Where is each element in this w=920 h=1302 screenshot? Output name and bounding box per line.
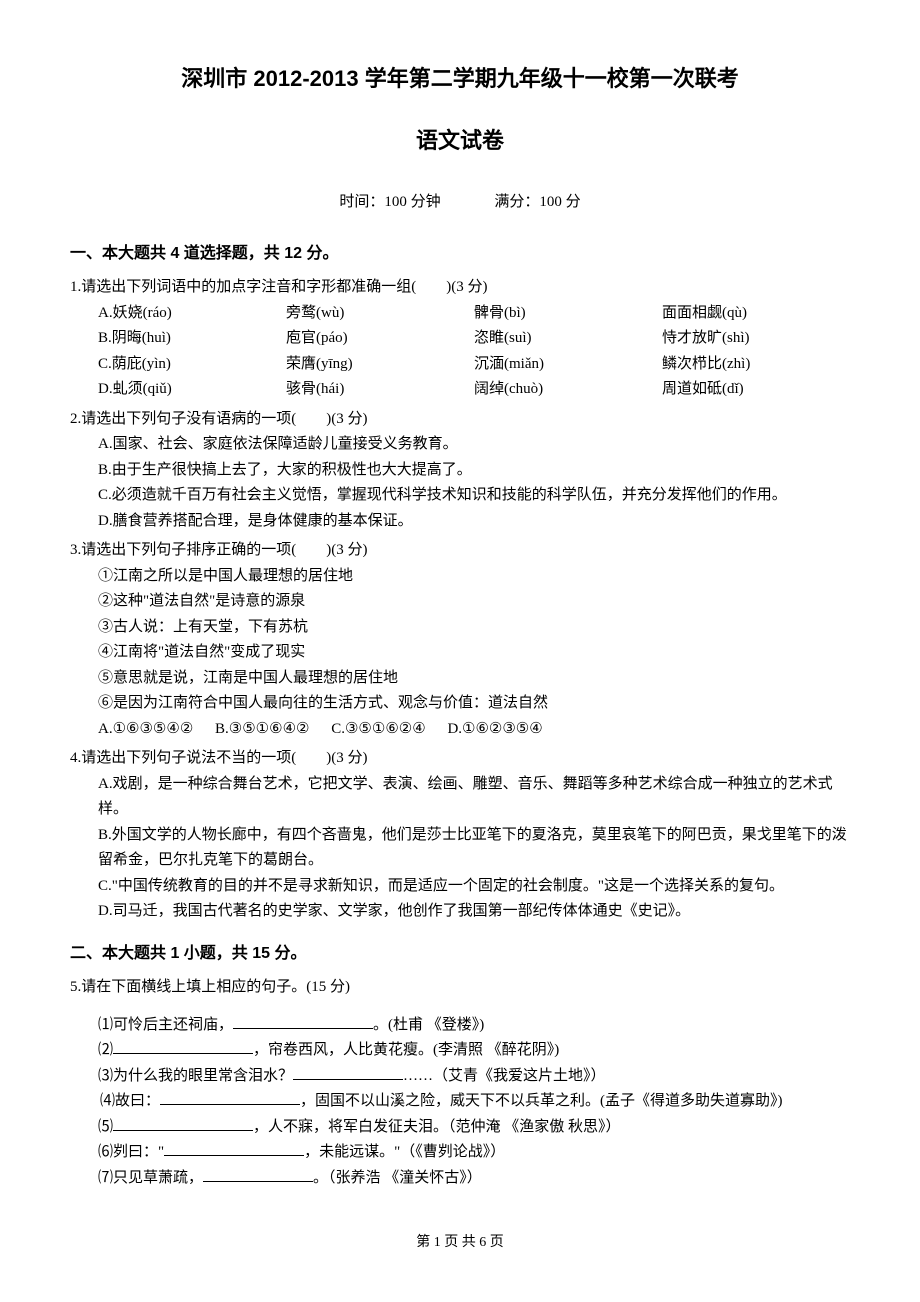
q3-l6: ⑥是因为江南符合中国人最向往的生活方式、观念与价值：道法自然 [70, 691, 850, 717]
q1-a3: 髀骨(bì) [474, 301, 662, 327]
q1-b3: 恣睢(suì) [474, 326, 662, 352]
q5-l2a: ⑵ [98, 1042, 113, 1058]
q1-d2: 骇骨(hái) [286, 377, 474, 403]
q4-stem: 4.请选出下列句子说法不当的一项( )(3 分) [70, 746, 850, 772]
q1-row-c: C.荫庇(yìn) 荣膺(yīng) 沉湎(miǎn) 鳞次栉比(zhì) [70, 352, 850, 378]
meta-time: 时间：100 分钟 [339, 194, 440, 210]
q1-c2: 荣膺(yīng) [286, 352, 474, 378]
q3-opt-c: C.③⑤①⑥②④ [331, 721, 425, 737]
q5-l6: ⑹刿曰：" ，未能远谋。"（《曹刿论战》） [70, 1140, 850, 1166]
q2-stem: 2.请选出下列句子没有语病的一项( )(3 分) [70, 407, 850, 433]
q1-row-b: B.阴晦(huì) 庖官(páo) 恣睢(suì) 恃才放旷(shì) [70, 326, 850, 352]
q3-stem: 3.请选出下列句子排序正确的一项( )(3 分) [70, 538, 850, 564]
q3-options: A.①⑥③⑤④② B.③⑤①⑥④② C.③⑤①⑥②④ D.①⑥②③⑤④ [70, 717, 850, 743]
q4-b: B.外国文学的人物长廊中，有四个吝啬鬼，他们是莎士比亚笔下的夏洛克，莫里哀笔下的… [70, 823, 850, 874]
q1-a1: A.妖娆(ráo) [98, 301, 286, 327]
q4-a: A.戏剧，是一种综合舞台艺术，它把文学、表演、绘画、雕塑、音乐、舞蹈等多种艺术综… [70, 772, 850, 823]
blank [203, 1166, 313, 1182]
section1-heading: 一、本大题共 4 道选择题，共 12 分。 [70, 240, 850, 267]
q5-l6b: ，未能远谋。"（《曹刿论战》） [304, 1144, 505, 1160]
q5-l7a: ⑺只见草萧疏， [98, 1170, 203, 1186]
q3-opt-a: A.①⑥③⑤④② [98, 721, 193, 737]
q1-c3: 沉湎(miǎn) [474, 352, 662, 378]
q5-stem: 5.请在下面横线上填上相应的句子。(15 分) [70, 975, 850, 1001]
q1-b4: 恃才放旷(shì) [662, 326, 850, 352]
q5-l4: ⑷故曰： ，固国不以山溪之险，威天下不以兵革之利。(孟子《得道多助失道寡助》) [70, 1089, 850, 1115]
q3-l3: ③古人说：上有天堂，下有苏杭 [70, 615, 850, 641]
q5-l3a: ⑶为什么我的眼里常含泪水？ [98, 1068, 293, 1084]
q5-l5b: ，人不寐，将军白发征夫泪。（范仲淹 《渔家傲 秋思》） [253, 1119, 621, 1135]
q5-l1: ⑴可怜后主还祠庙， 。(杜甫 《登楼》) [70, 1013, 850, 1039]
q1-d1: D.虬须(qiǔ) [98, 377, 286, 403]
section2-heading: 二、本大题共 1 小题，共 15 分。 [70, 940, 850, 967]
blank [233, 1013, 373, 1029]
blank [113, 1115, 253, 1131]
q3-opt-d: D.①⑥②③⑤④ [447, 721, 542, 737]
blank [293, 1064, 403, 1080]
q5-l5: ⑸ ，人不寐，将军白发征夫泪。（范仲淹 《渔家傲 秋思》） [70, 1115, 850, 1141]
blank [113, 1038, 253, 1054]
q1-c4: 鳞次栉比(zhì) [662, 352, 850, 378]
q5-l1b: 。(杜甫 《登楼》) [373, 1017, 484, 1033]
q5-l2: ⑵ ，帘卷西风，人比黄花瘦。(李清照 《醉花阴》) [70, 1038, 850, 1064]
q5-l7b: 。（张养浩 《潼关怀古》） [313, 1170, 482, 1186]
question-5: 5.请在下面横线上填上相应的句子。(15 分) ⑴可怜后主还祠庙， 。(杜甫 《登… [70, 975, 850, 1191]
q5-l2b: ，帘卷西风，人比黄花瘦。(李清照 《醉花阴》) [253, 1042, 559, 1058]
q1-a2: 旁鹜(wù) [286, 301, 474, 327]
q5-l3b: ……（艾青《我爱这片土地》） [403, 1068, 606, 1084]
q3-l1: ①江南之所以是中国人最理想的居住地 [70, 564, 850, 590]
title-sub: 语文试卷 [70, 122, 850, 159]
q3-l5: ⑤意思就是说，江南是中国人最理想的居住地 [70, 666, 850, 692]
q1-d3: 阔绰(chuò) [474, 377, 662, 403]
title-main: 深圳市 2012-2013 学年第二学期九年级十一校第一次联考 [70, 60, 850, 97]
question-4: 4.请选出下列句子说法不当的一项( )(3 分) A.戏剧，是一种综合舞台艺术，… [70, 746, 850, 925]
q4-c: C."中国传统教育的目的并不是寻求新知识，而是适应一个固定的社会制度。"这是一个… [70, 874, 850, 900]
blank [160, 1089, 300, 1105]
page-footer: 第 1 页 共 6 页 [70, 1231, 850, 1255]
q2-d: D.膳食营养搭配合理，是身体健康的基本保证。 [70, 509, 850, 535]
q1-d4: 周道如砥(dǐ) [662, 377, 850, 403]
q1-a4: 面面相觑(qù) [662, 301, 850, 327]
q5-l7: ⑺只见草萧疏， 。（张养浩 《潼关怀古》） [70, 1166, 850, 1192]
q4-d: D.司马迁，我国古代著名的史学家、文学家，他创作了我国第一部纪传体体通史《史记》… [70, 899, 850, 925]
q1-row-a: A.妖娆(ráo) 旁鹜(wù) 髀骨(bì) 面面相觑(qù) [70, 301, 850, 327]
q1-b2: 庖官(páo) [286, 326, 474, 352]
meta-score: 满分：100 分 [494, 194, 580, 210]
q5-l1a: ⑴可怜后主还祠庙， [98, 1017, 233, 1033]
q3-opt-b: B.③⑤①⑥④② [215, 721, 309, 737]
q5-l6a: ⑹刿曰：" [98, 1144, 164, 1160]
question-2: 2.请选出下列句子没有语病的一项( )(3 分) A.国家、社会、家庭依法保障适… [70, 407, 850, 535]
q3-l4: ④江南将"道法自然"变成了现实 [70, 640, 850, 666]
q2-b: B.由于生产很快搞上去了，大家的积极性也大大提高了。 [70, 458, 850, 484]
blank [164, 1140, 304, 1156]
q2-a: A.国家、社会、家庭依法保障适龄儿童接受义务教育。 [70, 432, 850, 458]
q5-l5a: ⑸ [98, 1119, 113, 1135]
question-1: 1.请选出下列词语中的加点字注音和字形都准确一组( )(3 分) A.妖娆(rá… [70, 275, 850, 403]
q1-c1: C.荫庇(yìn) [98, 352, 286, 378]
q1-b1: B.阴晦(huì) [98, 326, 286, 352]
q1-row-d: D.虬须(qiǔ) 骇骨(hái) 阔绰(chuò) 周道如砥(dǐ) [70, 377, 850, 403]
exam-meta: 时间：100 分钟 满分：100 分 [70, 190, 850, 216]
q5-l4b: ，固国不以山溪之险，威天下不以兵革之利。(孟子《得道多助失道寡助》) [300, 1093, 783, 1109]
q5-l3: ⑶为什么我的眼里常含泪水？ ……（艾青《我爱这片土地》） [70, 1064, 850, 1090]
q5-l4a: ⑷故曰： [100, 1093, 160, 1109]
q1-stem: 1.请选出下列词语中的加点字注音和字形都准确一组( )(3 分) [70, 275, 850, 301]
question-3: 3.请选出下列句子排序正确的一项( )(3 分) ①江南之所以是中国人最理想的居… [70, 538, 850, 742]
q3-l2: ②这种"道法自然"是诗意的源泉 [70, 589, 850, 615]
q2-c: C.必须造就千百万有社会主义觉悟，掌握现代科学技术知识和技能的科学队伍，并充分发… [70, 483, 850, 509]
